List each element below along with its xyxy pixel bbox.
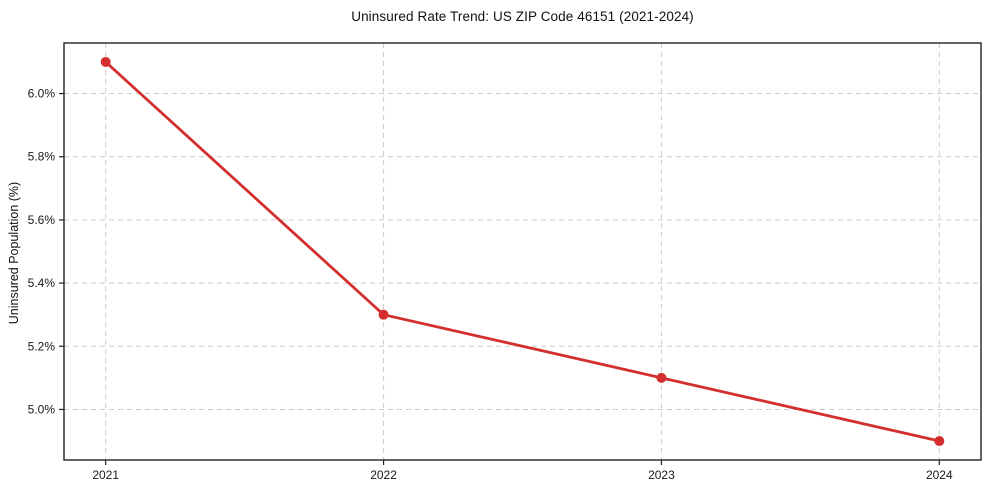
data-point-marker: [934, 436, 945, 447]
series-layer: [100, 56, 945, 447]
x-tick-label: 2023: [648, 468, 675, 482]
y-tick-label: 5.4%: [28, 276, 56, 290]
y-tick-label: 5.8%: [28, 150, 56, 164]
y-tick-label: 6.0%: [28, 87, 56, 101]
y-tick-label: 5.2%: [28, 339, 56, 353]
x-tick-label: 2022: [370, 468, 397, 482]
tick-layer: 5.0% 5.2% 5.4% 5.6% 5.8% 6.0% 2021 2022 2023 2024: [28, 87, 953, 482]
axes-frame-layer: [63, 42, 982, 461]
data-point-marker: [100, 56, 111, 67]
y-tick-label: 5.0%: [28, 402, 56, 416]
grid-layer: [64, 43, 981, 460]
axes-frame: [63, 42, 982, 461]
x-tick-label: 2021: [92, 468, 119, 482]
data-point-marker: [656, 372, 667, 383]
data-point-marker: [378, 309, 389, 320]
x-tick-label: 2024: [926, 468, 953, 482]
chart-title: Uninsured Rate Trend: US ZIP Code 46151 …: [351, 9, 694, 24]
trend-line: [104, 60, 941, 443]
y-tick-label: 5.6%: [28, 213, 56, 227]
